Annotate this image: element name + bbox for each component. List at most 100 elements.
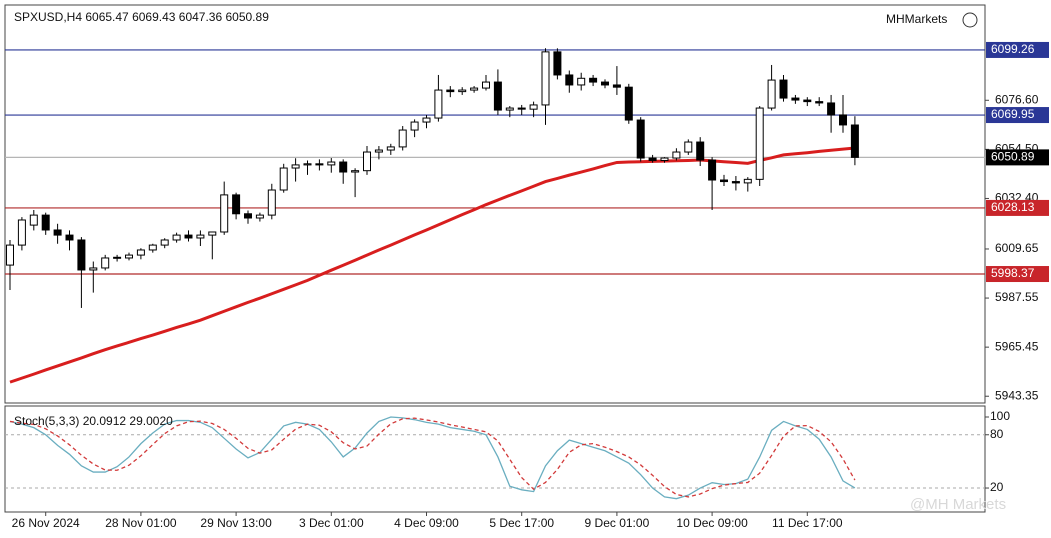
candle-body <box>101 257 110 269</box>
x-tick-label: 4 Dec 09:00 <box>394 516 459 530</box>
y-tick-label: 100 <box>990 409 1010 423</box>
watermark: @MH Markets <box>910 496 1006 513</box>
level-label: 6099.26 <box>991 42 1035 56</box>
candle-body <box>53 229 62 236</box>
x-tick-label: 29 Nov 13:00 <box>200 516 272 530</box>
candle-body <box>339 161 348 173</box>
candle-body <box>279 167 288 191</box>
candle-body <box>493 81 502 111</box>
candle-body <box>577 77 586 86</box>
candle-body <box>386 146 395 151</box>
candle-body <box>267 189 276 216</box>
x-tick-label: 9 Dec 01:00 <box>585 516 650 530</box>
candle-body <box>89 267 98 271</box>
candle-body <box>636 119 645 159</box>
candle-body <box>65 234 74 241</box>
candle-body <box>731 181 740 184</box>
candle-body <box>220 194 229 233</box>
level-label-box <box>986 199 1049 216</box>
candle-body <box>505 107 514 111</box>
candle-body <box>648 157 657 161</box>
candle-body <box>374 149 383 153</box>
candle-body <box>363 151 371 172</box>
level-label: 6028.13 <box>991 200 1035 214</box>
candle-body <box>410 121 419 131</box>
candle-body <box>17 219 26 246</box>
candle-body <box>232 194 241 215</box>
candle-body <box>6 244 14 266</box>
candle-body <box>422 117 431 123</box>
x-tick-label: 28 Nov 01:00 <box>105 516 177 530</box>
level-label-box <box>986 107 1049 124</box>
candle-body <box>351 170 360 173</box>
candle-body <box>255 214 264 219</box>
y-tick-label: 20 <box>990 480 1004 494</box>
candle-body <box>482 81 490 89</box>
level-label: 5998.37 <box>991 266 1035 280</box>
candle-body <box>398 129 407 148</box>
candle-body <box>208 231 217 236</box>
candle-body <box>624 86 633 121</box>
candle-body <box>470 87 479 91</box>
candle-body <box>517 107 526 110</box>
candle-body <box>184 234 193 239</box>
candle-body <box>315 163 324 166</box>
level-label-box <box>986 41 1049 58</box>
candle-body <box>553 51 562 76</box>
candle-body <box>291 164 300 169</box>
candle-body <box>708 159 717 181</box>
candle-body <box>541 51 550 106</box>
stoch-title: Stoch(5,3,3) 20.0912 29.0020 <box>14 414 173 428</box>
candle-body <box>41 214 50 231</box>
y-tick-label: 5987.55 <box>995 290 1039 304</box>
candle-body <box>160 239 169 246</box>
candle-body <box>113 256 122 259</box>
level-label: 6069.95 <box>991 107 1035 121</box>
candle-body <box>743 178 752 184</box>
candle-body <box>458 89 467 93</box>
y-tick-label: 5965.45 <box>995 339 1039 353</box>
level-label-box <box>986 266 1049 283</box>
candle-body <box>827 102 836 116</box>
brand-icon <box>962 12 978 28</box>
candle-body <box>529 104 538 110</box>
x-tick-label: 3 Dec 01:00 <box>299 516 364 530</box>
stoch-line <box>9 416 856 500</box>
stoch-line <box>9 417 856 498</box>
candle-body <box>303 163 312 166</box>
candle-body <box>125 254 133 259</box>
stoch-panel <box>4 405 986 513</box>
x-tick-label: 5 Dec 17:00 <box>489 516 554 530</box>
level-label: 6050.89 <box>991 150 1035 164</box>
candle-body <box>767 79 776 109</box>
x-tick-label: 10 Dec 09:00 <box>676 516 748 530</box>
moving-average <box>9 146 856 384</box>
x-tick-label: 26 Nov 2024 <box>12 516 80 530</box>
candle-body <box>244 213 252 219</box>
candle-body <box>791 97 800 101</box>
x-tick-label: 11 Dec 17:00 <box>772 516 843 530</box>
y-tick-label: 6076.60 <box>995 92 1039 106</box>
candle-body <box>850 124 859 158</box>
y-tick-label: 6009.65 <box>995 241 1039 255</box>
candle-body <box>660 157 669 161</box>
y-tick-label: 5943.35 <box>995 388 1039 402</box>
candle-body <box>434 89 443 119</box>
y-tick-label: 80 <box>990 427 1004 441</box>
candle-body <box>589 77 598 83</box>
level-label-box <box>986 149 1049 166</box>
candle-body <box>839 114 847 126</box>
chart-title: SPXUSD,H4 6065.47 6069.43 6047.36 6050.8… <box>14 10 269 24</box>
candle-body <box>672 151 681 159</box>
brand: MHMarkets <box>886 12 947 26</box>
candle-body <box>779 79 788 99</box>
candle-body <box>148 244 157 251</box>
candle-body <box>565 74 574 86</box>
candle-body <box>696 141 705 161</box>
candle-body <box>601 81 609 86</box>
candle-body <box>684 141 693 153</box>
candle-body <box>612 84 621 88</box>
candle-body <box>327 161 336 166</box>
main-panel <box>4 4 986 404</box>
